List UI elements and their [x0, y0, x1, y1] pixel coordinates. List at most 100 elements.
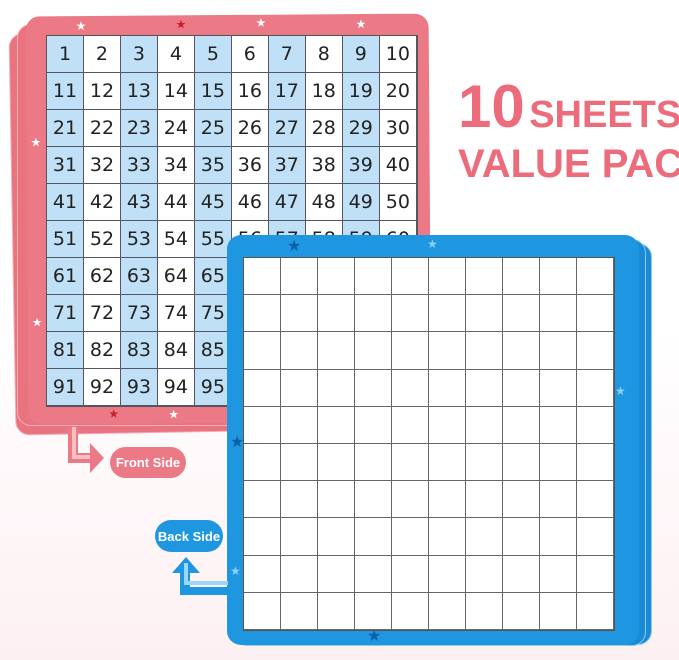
number-cell: 1 [47, 36, 84, 73]
number-cell: 21 [47, 110, 84, 147]
blank-cell [503, 258, 540, 296]
blank-cell [318, 369, 355, 407]
blank-cell [466, 369, 503, 407]
blank-cell [503, 481, 540, 519]
star-icon: ★ [168, 407, 180, 422]
number-cell: 26 [231, 110, 269, 147]
blank-cell [281, 295, 318, 333]
blank-cell [466, 295, 503, 333]
blank-cell [540, 481, 577, 519]
blank-cell [244, 369, 281, 407]
blank-cell [466, 481, 503, 519]
blank-cell [429, 555, 466, 593]
star-icon: ★ [615, 384, 626, 398]
number-cell: 25 [194, 110, 232, 147]
number-cell: 43 [120, 184, 158, 221]
blank-cell [392, 258, 429, 296]
blank-cell [577, 295, 614, 333]
blank-cell [244, 406, 281, 444]
number-cell: 55 [194, 221, 232, 258]
blank-cell [244, 481, 281, 519]
blank-cell [466, 258, 503, 296]
blank-cell [577, 369, 614, 407]
number-cell: 28 [305, 110, 343, 147]
blank-cell [355, 518, 392, 556]
star-icon: ★ [31, 315, 43, 330]
blank-cell [281, 481, 318, 519]
blank-cell [355, 369, 392, 407]
number-cell: 18 [305, 73, 343, 110]
star-icon: ★ [108, 406, 120, 421]
blank-cell [577, 332, 614, 370]
blank-cell [540, 555, 577, 593]
number-cell: 32 [83, 147, 121, 184]
blank-cell [244, 592, 281, 630]
blank-cell [577, 592, 614, 630]
star-icon: ★ [255, 15, 267, 30]
blank-cell [318, 295, 355, 333]
blank-cell [429, 481, 466, 519]
blank-cell [318, 555, 355, 593]
blank-cell [355, 258, 392, 296]
number-cell: 65 [194, 258, 232, 295]
blank-cell [429, 592, 466, 630]
star-icon: ★ [287, 238, 302, 255]
number-cell: 54 [157, 221, 195, 258]
blank-cell [392, 406, 429, 444]
number-cell: 91 [47, 369, 84, 406]
blank-cell [466, 444, 503, 482]
number-cell: 13 [120, 73, 158, 110]
number-cell: 12 [83, 73, 121, 110]
blank-cell [577, 518, 614, 556]
blank-cell [281, 592, 318, 630]
number-cell: 8 [305, 36, 343, 73]
number-cell: 40 [379, 147, 417, 184]
number-cell: 46 [231, 184, 269, 221]
number-cell: 52 [83, 221, 121, 258]
number-cell: 72 [83, 295, 121, 332]
number-cell: 42 [83, 184, 121, 221]
blank-cell [503, 555, 540, 593]
blank-cell [392, 592, 429, 630]
number-cell: 14 [157, 73, 195, 110]
blank-cell [466, 555, 503, 593]
blank-cell [577, 555, 614, 593]
blank-cell [429, 518, 466, 556]
blank-cell [540, 332, 577, 370]
number-cell: 94 [157, 369, 195, 406]
number-cell: 84 [157, 332, 195, 369]
blank-cell [429, 369, 466, 407]
number-cell: 93 [120, 369, 158, 406]
blank-cell [392, 444, 429, 482]
number-cell: 74 [157, 295, 195, 332]
blank-cell [577, 444, 614, 482]
blank-cell [244, 444, 281, 482]
number-cell: 10 [379, 36, 417, 73]
blank-cell [503, 295, 540, 333]
blank-cell [429, 406, 466, 444]
number-cell: 11 [47, 73, 84, 110]
blank-cell [281, 444, 318, 482]
number-cell: 95 [194, 369, 232, 406]
blank-cell [540, 258, 577, 296]
number-cell: 4 [157, 36, 195, 73]
blank-cell [540, 406, 577, 444]
headline-word: SHEETS [529, 94, 679, 136]
blank-cell [318, 592, 355, 630]
number-cell: 27 [268, 110, 306, 147]
number-cell: 20 [379, 73, 417, 110]
number-cell: 49 [342, 184, 380, 221]
blank-cell [503, 332, 540, 370]
star-icon: ★ [75, 18, 87, 34]
blank-cell [540, 592, 577, 630]
blank-cell [318, 444, 355, 482]
star-icon: ★ [367, 628, 382, 645]
number-cell: 71 [47, 295, 84, 332]
number-cell: 29 [342, 110, 380, 147]
number-cell: 53 [120, 221, 158, 258]
number-cell: 24 [157, 110, 195, 147]
blank-grid [243, 257, 615, 631]
blank-cell [466, 518, 503, 556]
blank-cell [540, 444, 577, 482]
star-icon: ★ [175, 17, 187, 32]
